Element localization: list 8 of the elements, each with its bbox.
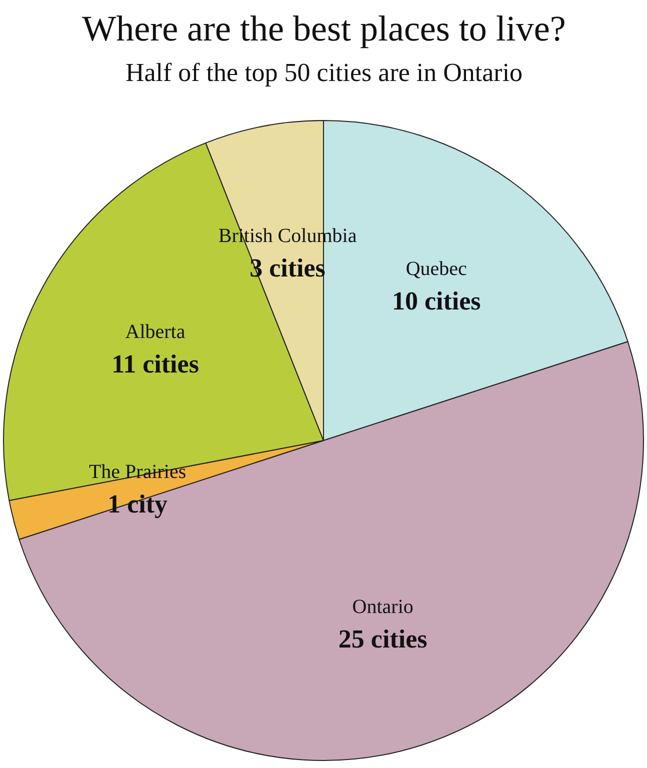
slice-label: Quebec: [406, 258, 468, 280]
data-label: 10 cities: [392, 286, 481, 316]
data-label: 25 cities: [338, 624, 428, 654]
slice-label: Ontario: [352, 596, 414, 618]
slice-label: Alberta: [125, 321, 186, 344]
data-label: 11 cities: [112, 350, 199, 379]
chart-subtitle: Half of the top 50 cities are in Ontario: [125, 58, 523, 87]
chart-title: Where are the best places to live?: [82, 8, 566, 48]
